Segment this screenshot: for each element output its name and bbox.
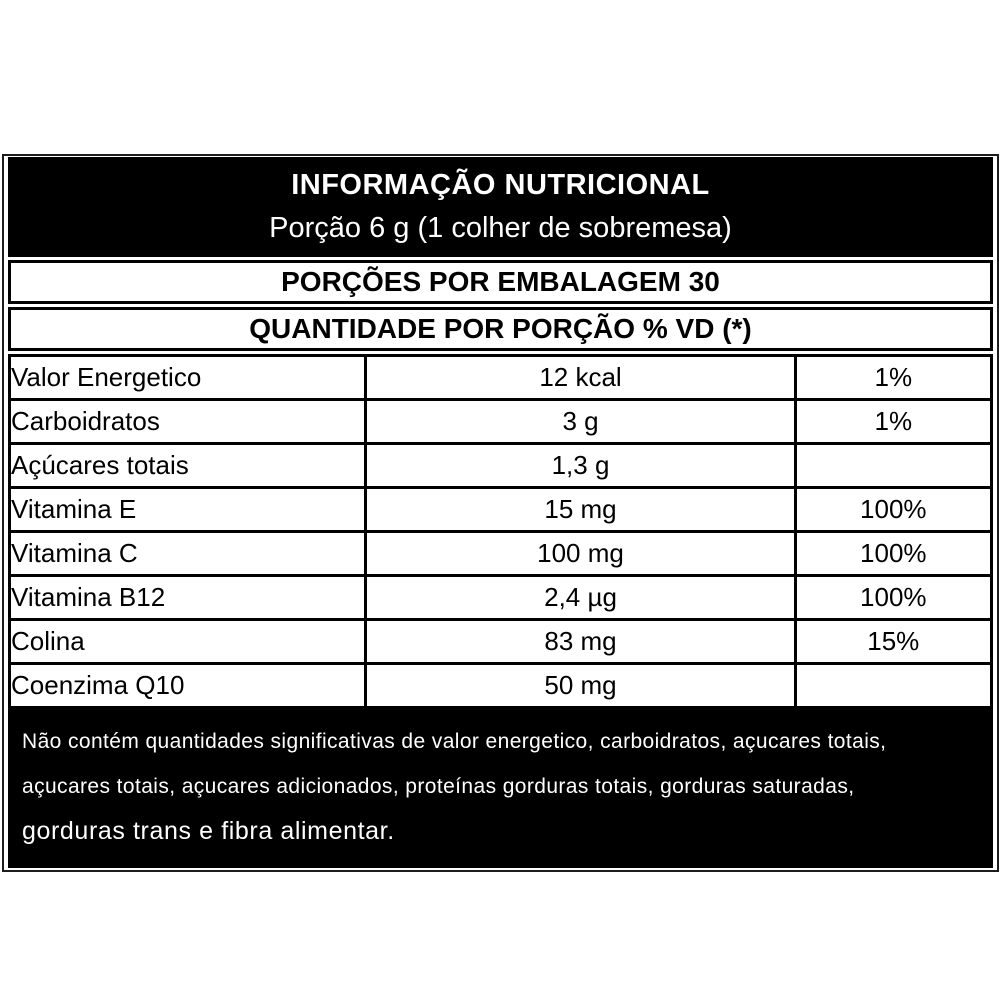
dv-cell: 100% <box>793 530 994 577</box>
nutrient-name-cell: Carboidratos <box>7 398 368 445</box>
servings-per-package-text: PORÇÕES POR EMBALAGEM 30 <box>281 266 720 297</box>
footnote-line: gorduras trans e fibra alimentar. <box>22 817 395 845</box>
amount-cell: 12 kcal <box>364 354 797 401</box>
header-section: INFORMAÇÃO NUTRICIONAL Porção 6 g (1 col… <box>8 157 993 257</box>
serving-size: Porção 6 g (1 colher de sobremesa) <box>269 212 732 244</box>
table-row: Carboidratos 3 g 1% <box>7 398 994 445</box>
dv-cell: 100% <box>793 486 994 533</box>
quantity-header-row: QUANTIDADE POR PORÇÃO % VD (*) <box>8 307 993 351</box>
table-row: Açúcares totais 1,3 g <box>7 442 994 489</box>
table-row: Vitamina C 100 mg 100% <box>7 530 994 577</box>
nutrition-label: INFORMAÇÃO NUTRICIONAL Porção 6 g (1 col… <box>2 154 999 872</box>
nutrient-name-cell: Colina <box>7 618 368 665</box>
footnote-section: Não contém quantidades significativas de… <box>8 709 993 868</box>
amount-cell: 83 mg <box>364 618 797 665</box>
amount-cell: 1,3 g <box>364 442 797 489</box>
nutrition-table: Valor Energetico 12 kcal 1% Carboidratos… <box>7 354 994 709</box>
amount-cell: 100 mg <box>364 530 797 577</box>
footnote-line: açucares totais, açucares adicionados, p… <box>22 775 855 798</box>
quantity-header-text: QUANTIDADE POR PORÇÃO % VD (*) <box>249 313 752 344</box>
nutrient-name-cell: Valor Energetico <box>7 354 368 401</box>
dv-cell: 15% <box>793 618 994 665</box>
table-row: Vitamina B12 2,4 µg 100% <box>7 574 994 621</box>
dv-cell: 1% <box>793 354 994 401</box>
amount-cell: 3 g <box>364 398 797 445</box>
nutrient-name-cell: Vitamina E <box>7 486 368 533</box>
nutrient-name-cell: Açúcares totais <box>7 442 368 489</box>
table-row: Colina 83 mg 15% <box>7 618 994 665</box>
nutrient-name-cell: Vitamina C <box>7 530 368 577</box>
dv-cell <box>793 662 994 709</box>
table-row: Vitamina E 15 mg 100% <box>7 486 994 533</box>
nutrient-name-cell: Coenzima Q10 <box>7 662 368 709</box>
amount-cell: 15 mg <box>364 486 797 533</box>
table-row: Valor Energetico 12 kcal 1% <box>7 354 994 401</box>
footnote-line: Não contém quantidades significativas de… <box>22 730 887 753</box>
label-title: INFORMAÇÃO NUTRICIONAL <box>291 169 710 201</box>
dv-cell: 100% <box>793 574 994 621</box>
table-row: Coenzima Q10 50 mg <box>7 662 994 709</box>
dv-cell: 1% <box>793 398 994 445</box>
servings-per-package-row: PORÇÕES POR EMBALAGEM 30 <box>8 260 993 304</box>
amount-cell: 50 mg <box>364 662 797 709</box>
nutrient-name-cell: Vitamina B12 <box>7 574 368 621</box>
amount-cell: 2,4 µg <box>364 574 797 621</box>
dv-cell <box>793 442 994 489</box>
